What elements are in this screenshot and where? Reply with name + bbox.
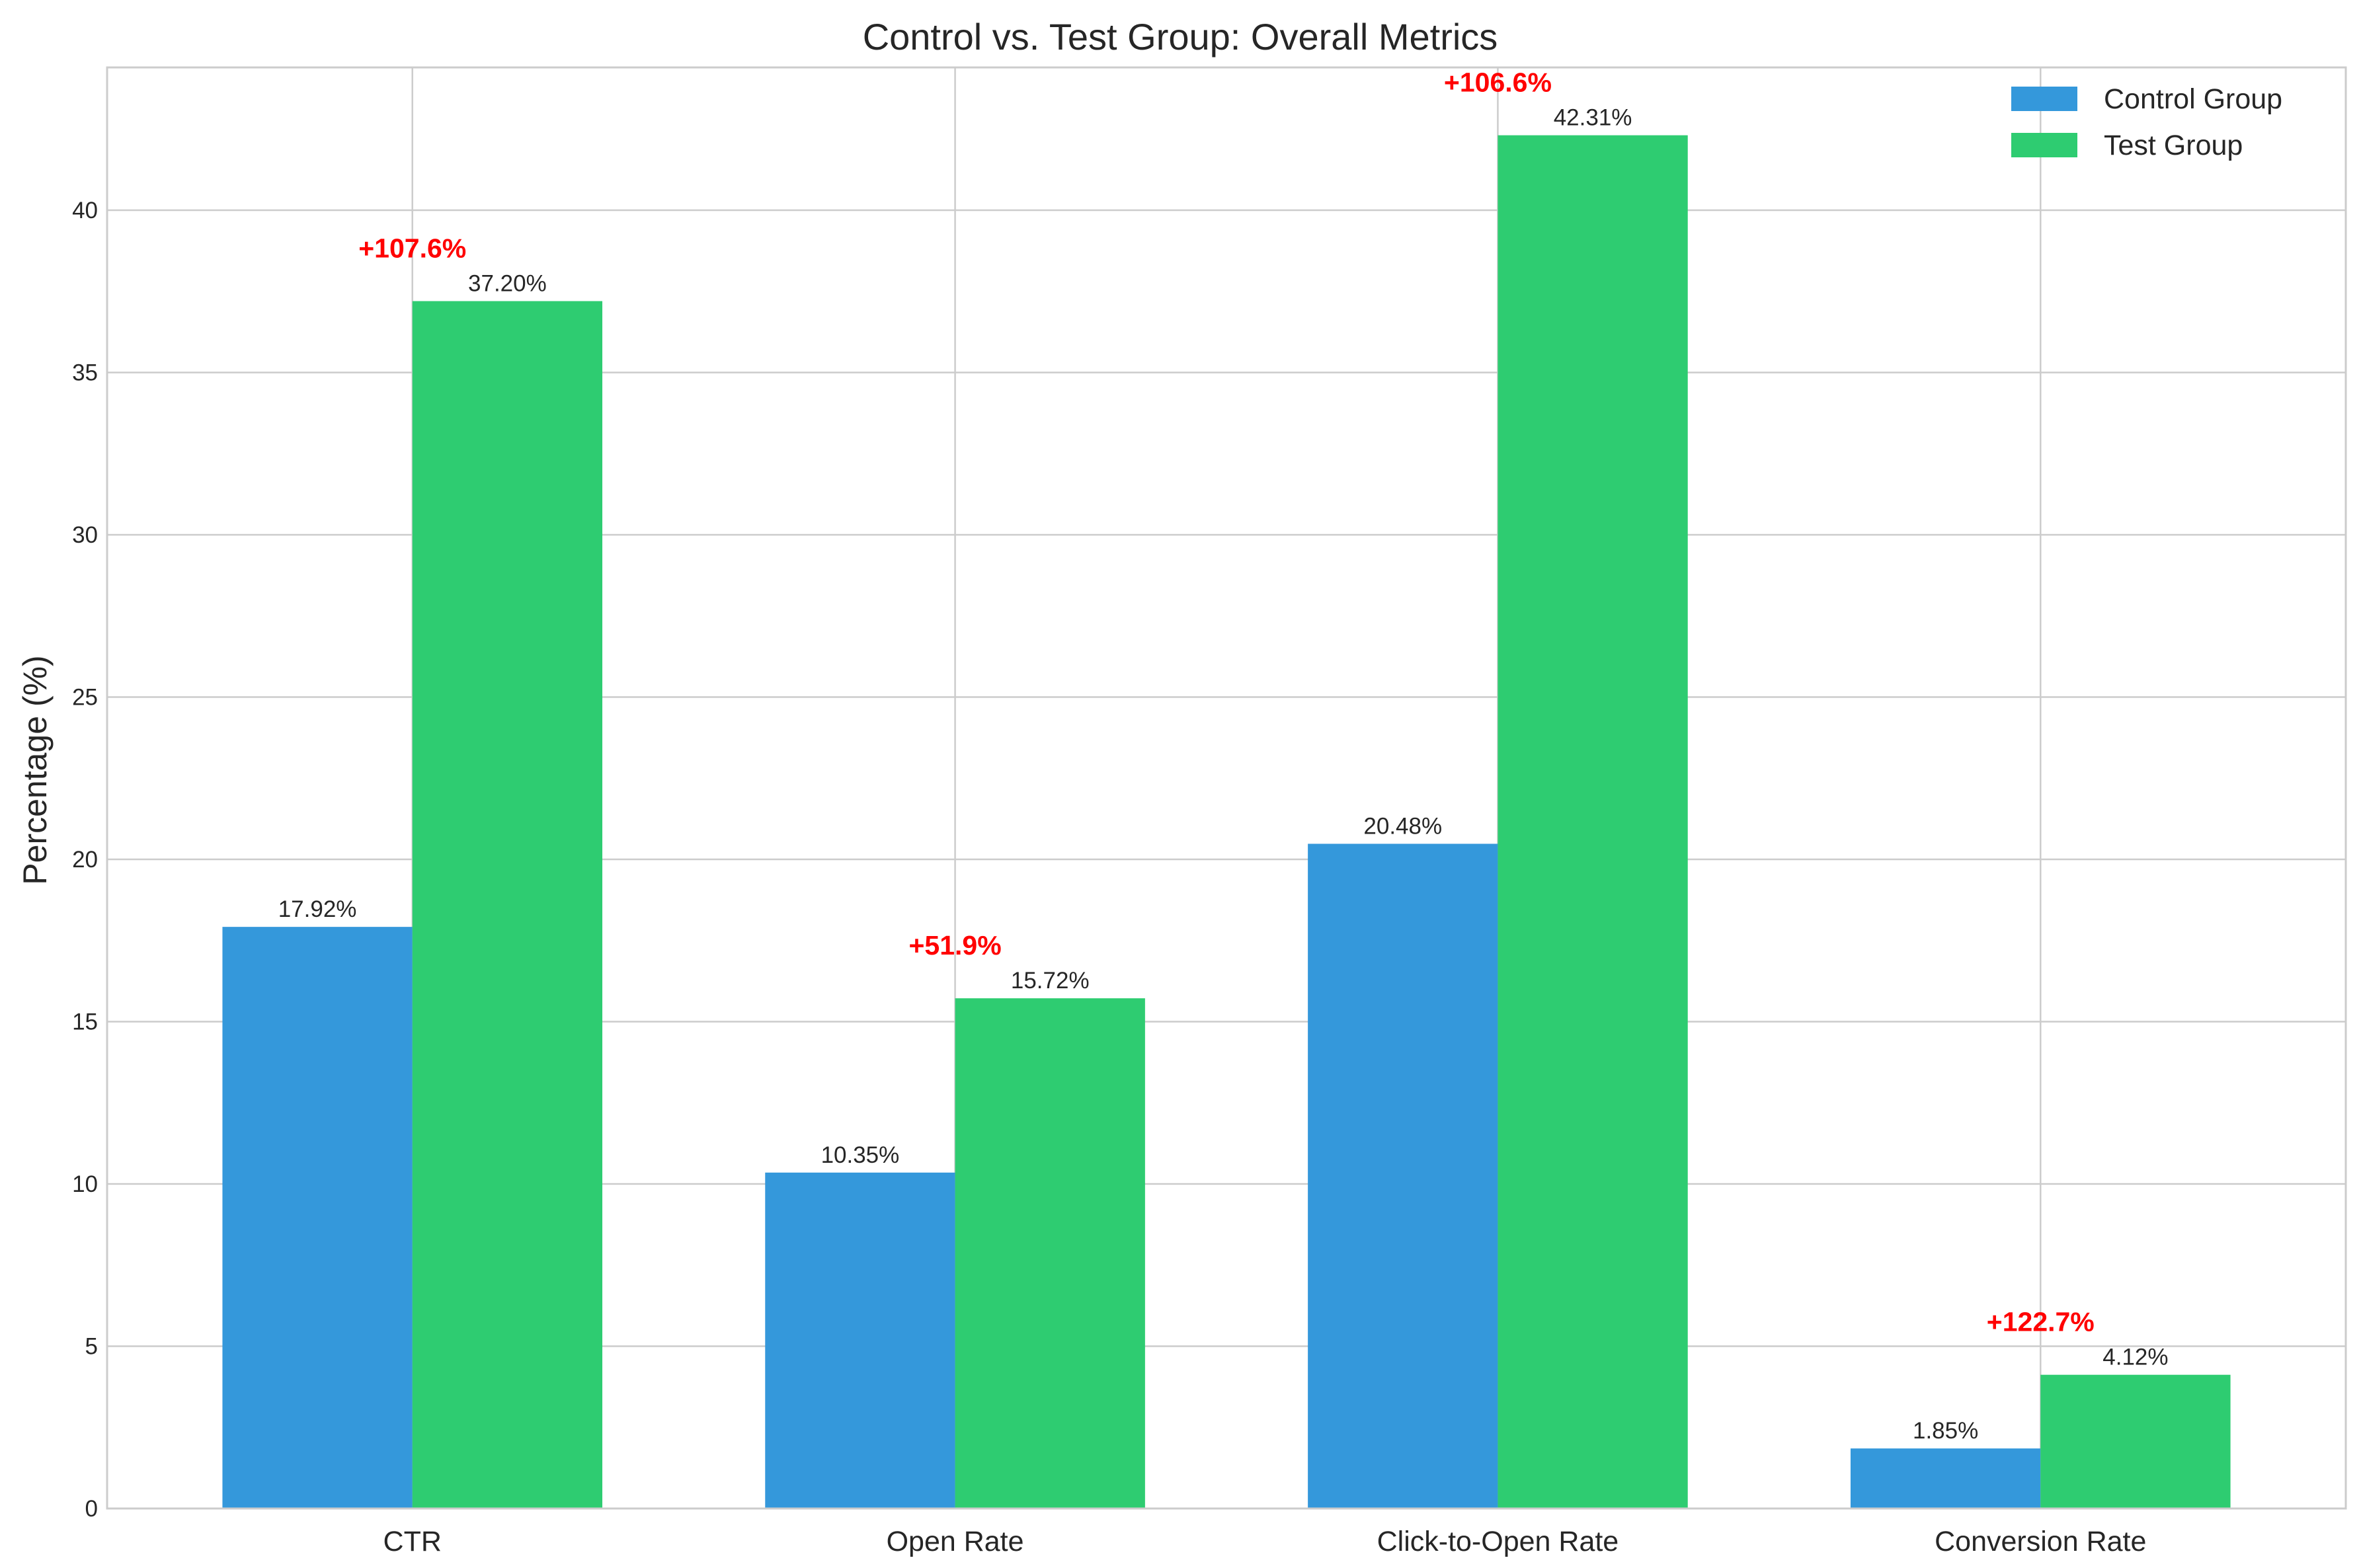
control-value-label: 20.48% xyxy=(1363,813,1442,839)
y-tick-label: 10 xyxy=(72,1171,98,1197)
test-value-label: 42.31% xyxy=(1554,105,1632,131)
legend-swatch xyxy=(2011,87,2077,111)
x-tick-label: CTR xyxy=(383,1526,442,1557)
y-tick-label: 20 xyxy=(72,847,98,873)
increase-annotation: +106.6% xyxy=(1444,67,1552,98)
legend-swatch xyxy=(2011,133,2077,157)
test-value-label: 4.12% xyxy=(2102,1345,2168,1370)
control-bar xyxy=(1308,843,1498,1509)
y-tick-label: 40 xyxy=(72,198,98,223)
control-bar xyxy=(765,1172,955,1509)
x-tick-label: Conversion Rate xyxy=(1935,1526,2146,1557)
control-value-label: 1.85% xyxy=(1913,1418,1978,1444)
test-bar xyxy=(412,301,603,1509)
increase-annotation: +51.9% xyxy=(908,930,1001,960)
test-value-label: 37.20% xyxy=(468,271,547,297)
test-bar xyxy=(1498,135,1688,1509)
control-value-label: 17.92% xyxy=(278,896,357,922)
bars xyxy=(222,135,2231,1509)
chart-title: Control vs. Test Group: Overall Metrics xyxy=(863,16,1498,58)
test-bar xyxy=(2040,1374,2231,1509)
y-tick-label: 5 xyxy=(85,1334,98,1360)
x-tick-label: Click-to-Open Rate xyxy=(1377,1526,1619,1557)
y-tick-label: 15 xyxy=(72,1009,98,1035)
control-bar xyxy=(1850,1448,2041,1509)
increase-annotation: +107.6% xyxy=(358,233,466,264)
data-labels: 17.92% 10.35% 20.48% 1.85% 37.20% 15.72% 42.31… xyxy=(278,67,2169,1444)
y-tick-label: 35 xyxy=(72,360,98,386)
y-tick-label: 0 xyxy=(85,1496,98,1522)
increase-annotation: +122.7% xyxy=(1987,1307,2095,1337)
y-tick-label: 25 xyxy=(72,685,98,711)
y-axis-ticks: 0 5 10 15 20 25 30 35 40 xyxy=(72,198,98,1522)
legend-label: Control Group xyxy=(2104,83,2282,115)
test-bar xyxy=(955,998,1145,1509)
x-tick-label: Open Rate xyxy=(887,1526,1024,1557)
plot-frame xyxy=(106,66,2347,1510)
control-bar xyxy=(222,927,413,1509)
control-value-label: 10.35% xyxy=(821,1142,900,1168)
y-tick-label: 30 xyxy=(72,522,98,548)
y-axis-label: Percentage (%) xyxy=(17,655,54,884)
x-axis-ticks: CTR Open Rate Click-to-Open Rate Conversion… xyxy=(383,1526,2147,1557)
legend: Control Group Test Group xyxy=(2011,83,2282,161)
test-value-label: 15.72% xyxy=(1011,968,1090,994)
legend-label: Test Group xyxy=(2104,130,2243,161)
